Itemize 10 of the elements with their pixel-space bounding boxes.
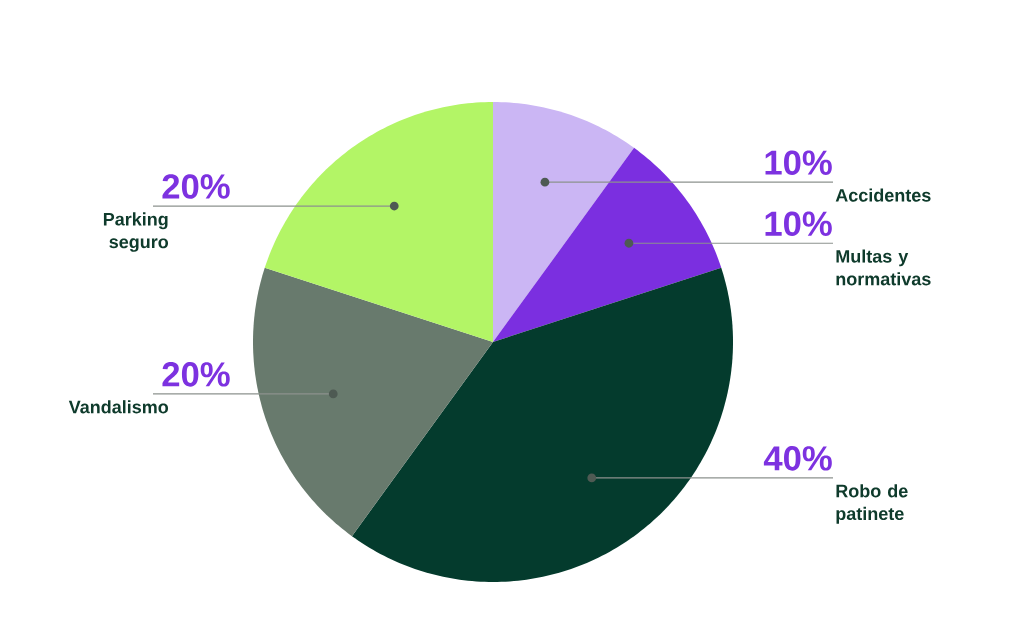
- slice-label: Multas y normativas: [836, 249, 931, 286]
- data-label: 40%: [763, 446, 832, 471]
- slice-label: Accidentes: [835, 188, 931, 202]
- slice-label: Robo de patinete: [836, 484, 908, 524]
- slice-label: Parking seguro: [103, 212, 169, 252]
- slice-label: Vandalismo: [68, 400, 169, 414]
- data-label: 10%: [765, 211, 832, 236]
- data-label: 20%: [162, 174, 230, 199]
- data-label: 10%: [765, 150, 832, 175]
- data-label: 20%: [162, 362, 230, 387]
